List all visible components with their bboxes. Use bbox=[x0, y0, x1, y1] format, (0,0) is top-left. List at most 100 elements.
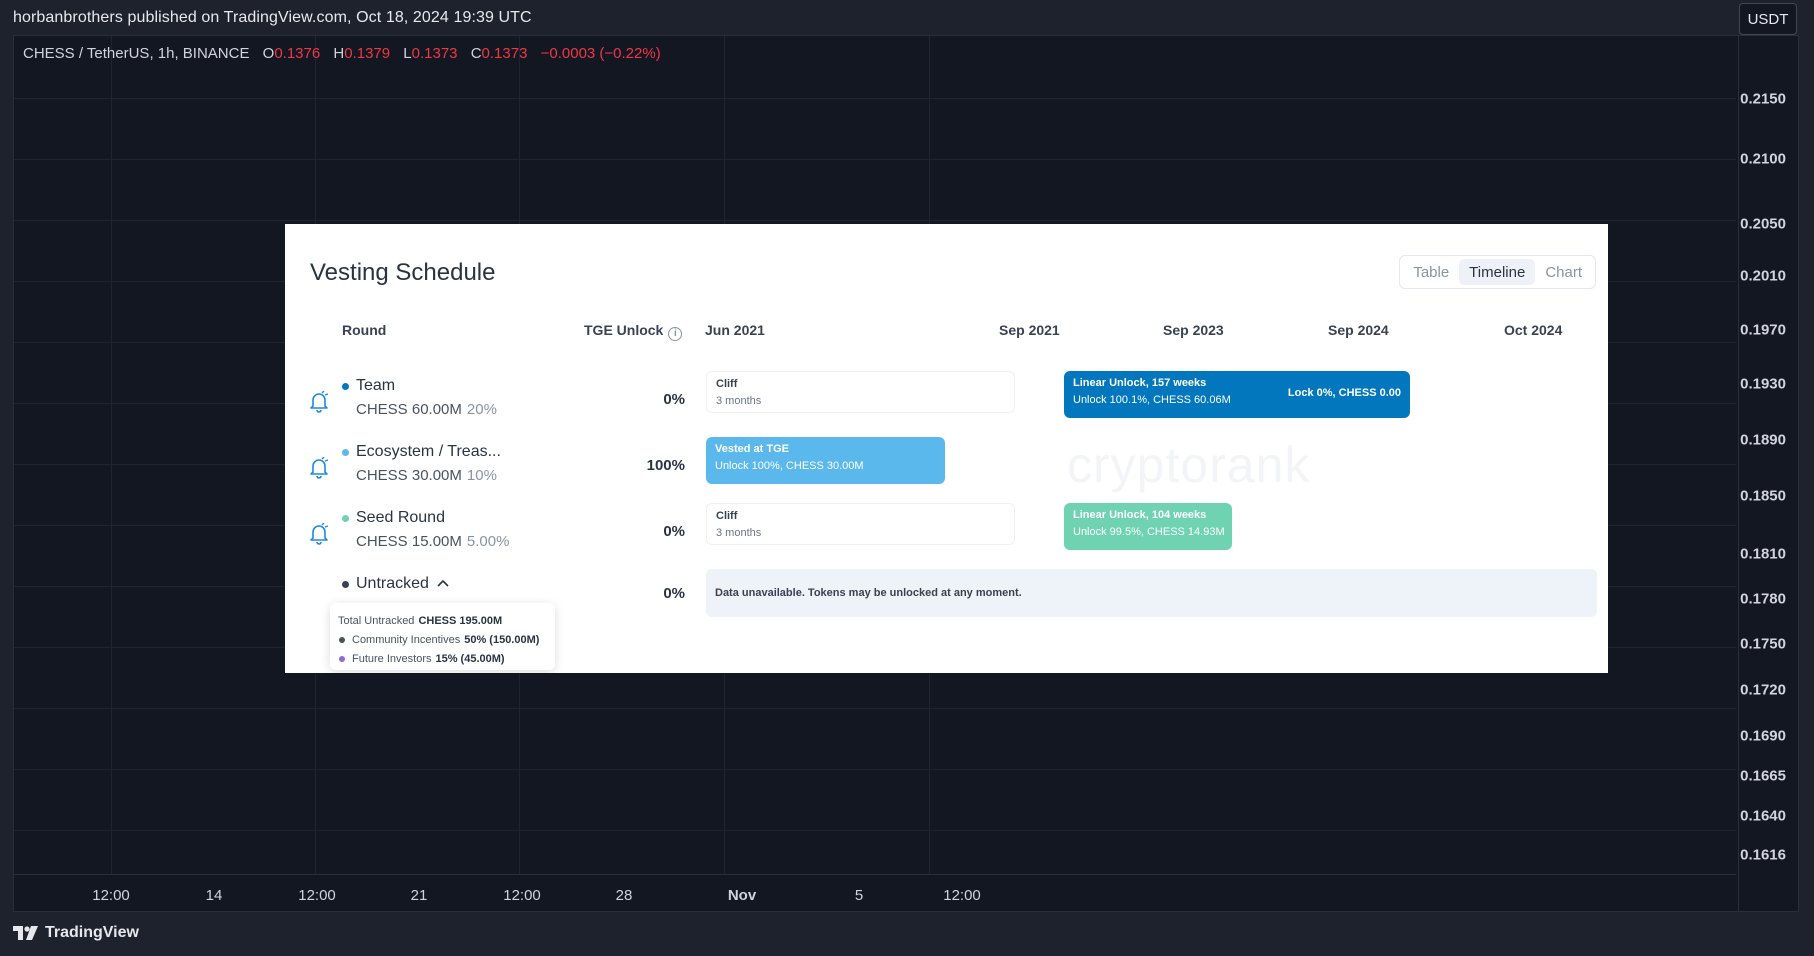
tab-timeline[interactable]: Timeline bbox=[1459, 259, 1536, 285]
tradingview-wordmark: TradingView bbox=[45, 924, 139, 941]
date-header: Jun 2021 bbox=[705, 322, 765, 338]
round-row-ecosystem: Ecosystem / Treas... CHESS 30.00M 10% 100… bbox=[285, 439, 685, 491]
cryptorank-watermark: cryptorank bbox=[1067, 437, 1311, 493]
low-label: L bbox=[403, 45, 412, 62]
price-tick: 0.1665 bbox=[1740, 767, 1786, 785]
tradingview-logo[interactable]: TradingView bbox=[13, 924, 139, 942]
untracked-total-label: Total Untracked bbox=[338, 614, 415, 627]
legend-dot bbox=[339, 636, 345, 643]
bar-subtitle: Unlock 100.1%, CHESS 60.06M bbox=[1073, 394, 1231, 406]
bell-icon[interactable] bbox=[309, 457, 329, 479]
price-tick: 0.1930 bbox=[1740, 375, 1786, 393]
price-tick: 0.2100 bbox=[1740, 150, 1786, 168]
date-header: Sep 2023 bbox=[1163, 322, 1224, 338]
price-scale[interactable]: 0.2150 0.2100 0.2050 0.2010 0.1970 0.193… bbox=[1738, 36, 1800, 912]
untracked-item-value: 15% (45.00M) bbox=[435, 652, 505, 665]
panel-title: Vesting Schedule bbox=[310, 259, 496, 286]
price-tick: 0.1810 bbox=[1740, 545, 1786, 563]
bar-team-cliff[interactable]: Cliff 3 months bbox=[706, 371, 1015, 413]
bar-subtitle: 3 months bbox=[716, 527, 762, 539]
untracked-toggle[interactable]: Untracked bbox=[356, 575, 449, 593]
bar-title: Linear Unlock, 104 weeks bbox=[1073, 509, 1207, 521]
symbol-title[interactable]: CHESS / TetherUS, 1h, BINANCE bbox=[23, 45, 250, 62]
date-header: Sep 2021 bbox=[999, 322, 1060, 338]
untracked-item-label: Future Investors bbox=[352, 652, 432, 665]
price-tick: 0.2010 bbox=[1740, 267, 1786, 285]
bar-subtitle: 3 months bbox=[716, 395, 762, 407]
price-tick: 0.1690 bbox=[1740, 727, 1786, 745]
time-tick: 21 bbox=[410, 887, 428, 904]
bell-icon[interactable] bbox=[309, 523, 329, 545]
round-percent: 10% bbox=[466, 467, 497, 484]
round-row-untracked: Untracked 0% bbox=[285, 571, 685, 623]
date-header: Sep 2024 bbox=[1328, 322, 1389, 338]
bar-untracked-unavailable: Data unavailable. Tokens may be unlocked… bbox=[706, 569, 1597, 617]
price-tick: 0.1616 bbox=[1740, 846, 1786, 864]
tab-chart[interactable]: Chart bbox=[1545, 263, 1582, 281]
vesting-schedule-panel: cryptorank Vesting Schedule Table Timeli… bbox=[285, 224, 1608, 673]
currency-button[interactable]: USDT bbox=[1739, 3, 1797, 35]
round-name: Ecosystem / Treas... bbox=[356, 443, 501, 460]
high-value: 0.1379 bbox=[344, 45, 391, 62]
open-value: 0.1376 bbox=[274, 45, 321, 62]
round-amount: CHESS 15.00M 5.00% bbox=[356, 533, 509, 550]
round-row-team: Team CHESS 60.00M 20% 0% bbox=[285, 373, 685, 425]
price-tick: 0.1720 bbox=[1740, 681, 1786, 699]
bar-team-linear-unlock[interactable]: Linear Unlock, 157 weeks Unlock 100.1%, … bbox=[1064, 371, 1410, 418]
round-color-dot bbox=[342, 515, 349, 522]
tge-value: 0% bbox=[663, 523, 685, 540]
bar-title: Cliff bbox=[716, 510, 738, 522]
grid-line bbox=[14, 830, 1736, 831]
price-tick: 0.2150 bbox=[1740, 90, 1786, 108]
column-tge-unlock: TGE Unlock i bbox=[584, 322, 683, 341]
info-icon[interactable]: i bbox=[668, 327, 683, 341]
legend-dot bbox=[339, 655, 345, 662]
round-percent: 20% bbox=[466, 401, 497, 418]
round-name: Seed Round bbox=[356, 509, 445, 526]
untracked-item-label: Community Incentives bbox=[352, 633, 461, 646]
price-tick: 0.1780 bbox=[1740, 590, 1786, 608]
ohlc-legend: CHESS / TetherUS, 1h, BINANCE O0.1376 H0… bbox=[23, 45, 661, 62]
time-tick: Nov bbox=[727, 887, 757, 904]
open-label: O bbox=[262, 45, 275, 62]
price-tick: 0.1750 bbox=[1740, 635, 1786, 653]
publish-info: horbanbrothers published on TradingView.… bbox=[13, 9, 532, 26]
price-tick: 0.1850 bbox=[1740, 487, 1786, 505]
bell-icon[interactable] bbox=[309, 391, 329, 413]
grid-line bbox=[14, 98, 1736, 99]
bar-ecosystem-vested[interactable]: Vested at TGE Unlock 100%, CHESS 30.00M bbox=[706, 437, 945, 484]
bar-seed-linear-unlock[interactable]: Linear Unlock, 104 weeks Unlock 99.5%, C… bbox=[1064, 503, 1232, 550]
time-axis[interactable]: 12:00 14 12:00 21 12:00 28 Nov 5 12:00 bbox=[14, 874, 1736, 912]
low-value: 0.1373 bbox=[411, 45, 458, 62]
bar-lock-text: Lock 0%, CHESS 0.00 bbox=[1287, 387, 1401, 399]
grid-line bbox=[14, 708, 1736, 709]
tab-table[interactable]: Table bbox=[1413, 263, 1450, 281]
round-color-dot bbox=[342, 383, 349, 390]
round-color-dot bbox=[342, 449, 349, 456]
tge-value: 0% bbox=[663, 391, 685, 408]
bar-seed-cliff[interactable]: Cliff 3 months bbox=[706, 503, 1015, 545]
round-amount-value: CHESS 60.00M bbox=[356, 401, 462, 418]
untracked-item-value: 50% (150.00M) bbox=[464, 633, 540, 646]
untracked-breakdown-popup: Total Untracked CHESS 195.00M Community I… bbox=[330, 603, 555, 670]
close-label: C bbox=[470, 45, 482, 62]
time-tick: 14 bbox=[205, 887, 223, 904]
grid-line bbox=[14, 769, 1736, 770]
price-tick: 0.1890 bbox=[1740, 431, 1786, 449]
time-tick: 5 bbox=[854, 887, 864, 904]
round-amount: CHESS 60.00M 20% bbox=[356, 401, 497, 418]
time-tick: 12:00 bbox=[298, 887, 336, 904]
round-name: Team bbox=[356, 377, 396, 394]
round-name: Untracked bbox=[356, 575, 429, 592]
view-toggle: Table Timeline Chart bbox=[1399, 255, 1596, 289]
untracked-total-value: CHESS 195.00M bbox=[418, 614, 503, 627]
grid-line bbox=[14, 220, 1736, 221]
bar-title: Cliff bbox=[716, 378, 738, 390]
date-header: Oct 2024 bbox=[1504, 322, 1563, 338]
round-row-seed: Seed Round CHESS 15.00M 5.00% 0% bbox=[285, 505, 685, 557]
bar-subtitle: Unlock 99.5%, CHESS 14.93M bbox=[1073, 526, 1225, 538]
price-tick: 0.1970 bbox=[1740, 321, 1786, 339]
time-tick: 28 bbox=[615, 887, 633, 904]
round-color-dot bbox=[342, 581, 349, 588]
high-label: H bbox=[333, 45, 345, 62]
